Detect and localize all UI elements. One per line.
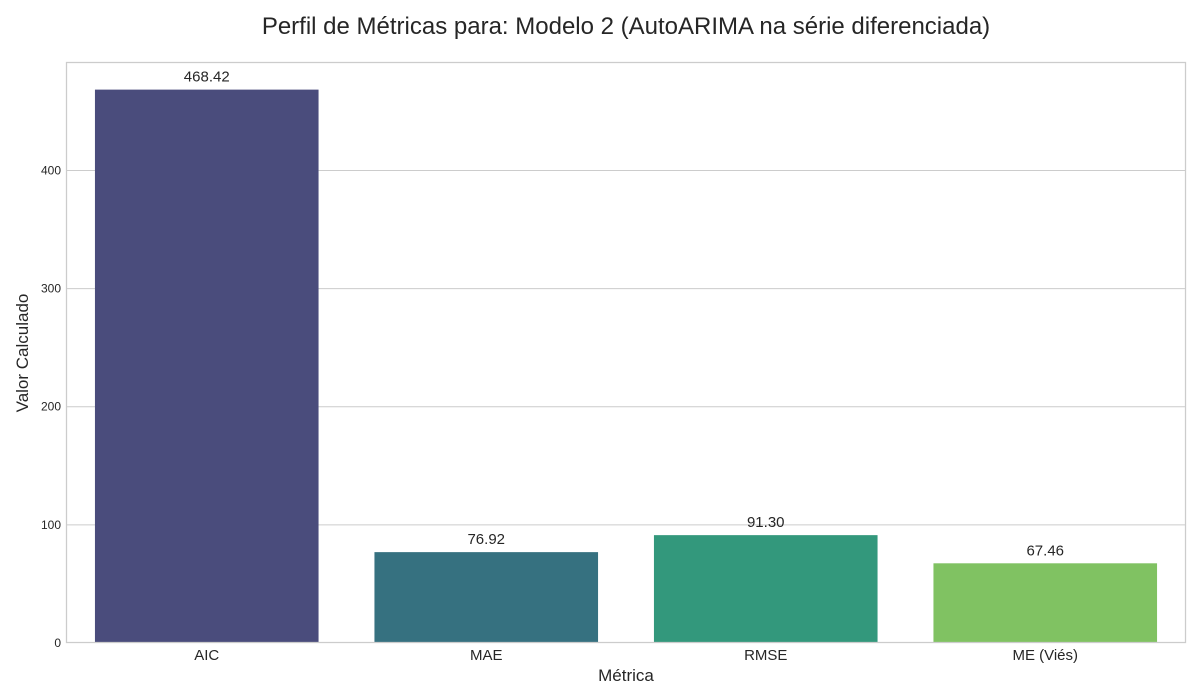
x-tick-label: AIC: [194, 647, 219, 664]
bar-mae: [374, 552, 599, 643]
x-tick-label: ME (Viés): [1012, 647, 1078, 664]
x-axis-ticks: AIC MAE RMSE ME (Viés): [194, 647, 1078, 664]
y-tick-label: 400: [41, 163, 61, 177]
y-tick-label: 0: [54, 636, 61, 650]
bar-value-label: 76.92: [467, 531, 505, 548]
bar-rmse: [653, 535, 878, 643]
y-tick-label: 300: [41, 282, 61, 296]
plot-frame: [65, 61, 1187, 644]
bars: [94, 89, 1158, 643]
x-tick-label: RMSE: [744, 647, 787, 664]
x-tick-label: MAE: [470, 647, 503, 664]
y-tick-label: 200: [41, 400, 61, 414]
y-axis-ticks: 0 100 200 300 400: [41, 163, 61, 650]
bar-value-label: 91.30: [747, 514, 785, 531]
chart-title: Perfil de Métricas para: Modelo 2 (AutoA…: [262, 13, 990, 40]
bar-me-vi-s: [933, 563, 1158, 643]
bar-aic: [94, 89, 319, 643]
bar-value-label: 468.42: [184, 69, 230, 86]
data-labels: 468.42 76.92 91.30 67.46: [184, 69, 1064, 560]
y-axis-label: Valor Calculado: [13, 294, 32, 413]
x-axis-label: Métrica: [598, 666, 654, 685]
y-tick-label: 100: [41, 518, 61, 532]
bar-value-label: 67.46: [1026, 542, 1064, 559]
